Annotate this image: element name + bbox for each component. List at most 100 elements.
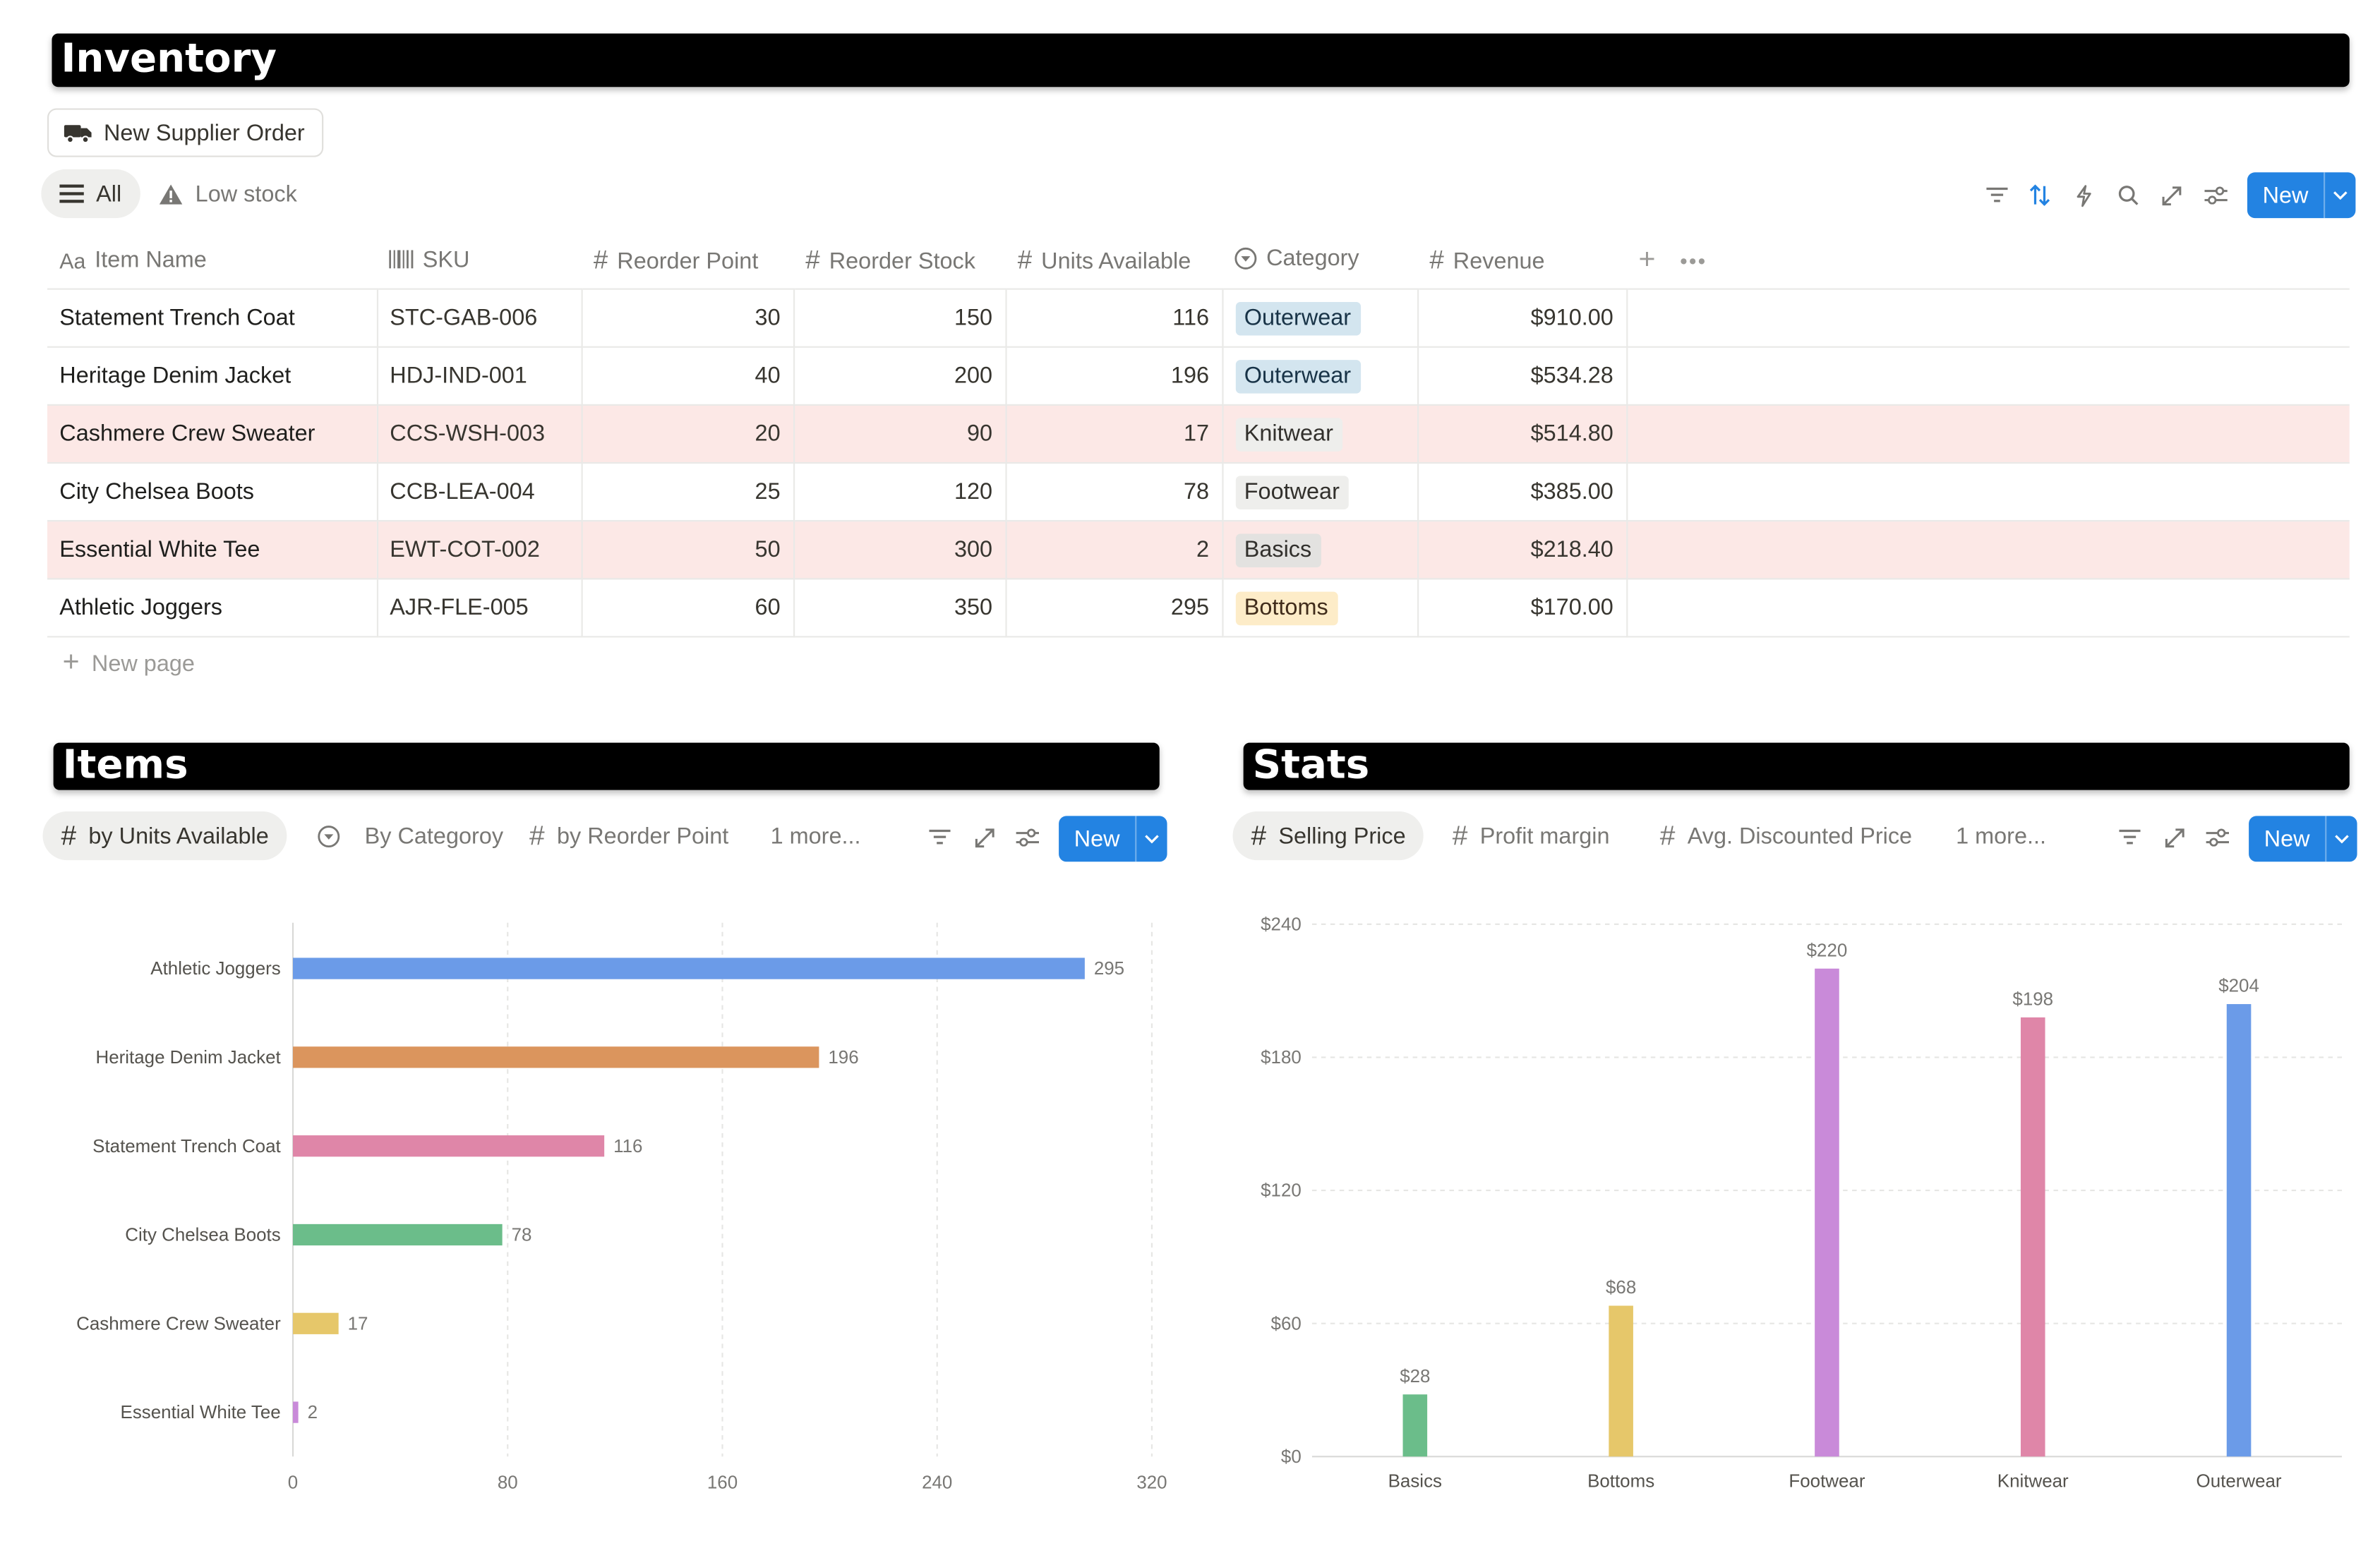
cell-units-available[interactable]: 78 [1005, 463, 1223, 522]
bar[interactable] [1815, 968, 1839, 1457]
table-row[interactable]: Athletic Joggers AJR-FLE-005 60 350 295 Botto… [47, 579, 2350, 638]
table-row[interactable]: Heritage Denim Jacket HDJ-IND-001 40 200 196… [47, 346, 2350, 406]
cell-reorder-stock[interactable]: 300 [793, 521, 1006, 580]
bar[interactable] [293, 1046, 819, 1068]
cell-revenue[interactable]: $534.28 [1417, 346, 1628, 406]
inventory-new-button[interactable]: New [2247, 172, 2356, 219]
table-row[interactable]: Cashmere Crew Sweater CCS-WSH-003 20 90 17 Kn… [47, 404, 2350, 464]
cell-units-available[interactable]: 2 [1005, 521, 1223, 580]
cell-units-available[interactable]: 17 [1005, 404, 1223, 464]
cell-reorder-point[interactable]: 50 [581, 521, 795, 580]
items-more-views[interactable]: 1 more... [771, 811, 861, 860]
cell-reorder-stock[interactable]: 350 [793, 579, 1006, 638]
filter-icon[interactable] [926, 823, 954, 851]
column-header-reorder-stock[interactable]: # Reorder Stock [793, 233, 1006, 290]
chevron-down-icon[interactable] [2324, 172, 2355, 219]
more-icon[interactable]: ••• [1680, 248, 1707, 273]
column-header-reorder-point[interactable]: # Reorder Point [581, 233, 794, 290]
stats-tab-selling-price[interactable]: # Selling Price [1232, 811, 1424, 861]
bar[interactable] [293, 1223, 503, 1246]
cell-reorder-stock[interactable]: 200 [793, 346, 1006, 406]
filter-icon[interactable] [2116, 823, 2144, 851]
column-header-revenue[interactable]: # Revenue [1417, 233, 1627, 290]
cell-reorder-point[interactable]: 60 [581, 579, 795, 638]
cell-reorder-stock[interactable]: 90 [793, 404, 1006, 464]
cell-revenue[interactable]: $910.00 [1417, 289, 1628, 348]
cell-revenue[interactable]: $170.00 [1417, 579, 1628, 638]
stats-new-button[interactable]: New [2249, 816, 2357, 862]
cell-revenue[interactable]: $385.00 [1417, 463, 1628, 522]
cell-reorder-point[interactable]: 30 [581, 289, 795, 348]
cell-category[interactable]: Bottoms [1222, 579, 1419, 638]
cell-reorder-point[interactable]: 20 [581, 404, 795, 464]
filter-icon[interactable] [1983, 181, 2011, 209]
cell-units-available[interactable]: 295 [1005, 579, 1223, 638]
cell-category[interactable]: Footwear [1222, 463, 1419, 522]
cell-item-name[interactable]: Cashmere Crew Sweater [47, 404, 378, 464]
add-column-icon[interactable]: + [1638, 243, 1656, 277]
bar[interactable] [293, 1135, 605, 1157]
view-tab-low-stock[interactable]: Low stock [159, 169, 297, 218]
column-header-units-available[interactable]: # Units Available [1005, 233, 1222, 290]
cell-units-available[interactable]: 196 [1005, 346, 1223, 406]
sort-icon[interactable] [2026, 181, 2054, 209]
column-header-sku[interactable]: SKU [376, 233, 582, 290]
category-label: Knitwear [1997, 1472, 2069, 1492]
bar[interactable] [293, 1401, 299, 1423]
items-tab-reorder-point[interactable]: # by Reorder Point [529, 811, 728, 860]
bar[interactable] [2020, 1017, 2045, 1457]
cell-item-name[interactable]: City Chelsea Boots [47, 463, 378, 522]
expand-icon[interactable] [2160, 823, 2188, 851]
view-tab-all[interactable]: All [41, 169, 140, 219]
settings-icon[interactable] [2203, 823, 2230, 851]
stats-more-views[interactable]: 1 more... [1956, 811, 2046, 860]
cell-sku[interactable]: HDJ-IND-001 [376, 346, 582, 406]
cell-category[interactable]: Outerwear [1222, 289, 1419, 348]
settings-icon[interactable] [2201, 181, 2229, 209]
column-header-item-name[interactable]: Aa Item Name [47, 233, 377, 290]
automation-icon[interactable] [2070, 181, 2098, 209]
cell-item-name[interactable]: Statement Trench Coat [47, 289, 378, 348]
new-supplier-order-button[interactable]: New Supplier Order [47, 108, 324, 157]
table-row[interactable]: City Chelsea Boots CCB-LEA-004 25 120 78 Foot… [47, 463, 2350, 522]
table-row[interactable]: Statement Trench Coat STC-GAB-006 30 150 116… [47, 289, 2350, 348]
cell-item-name[interactable]: Athletic Joggers [47, 579, 378, 638]
cell-item-name[interactable]: Essential White Tee [47, 521, 378, 580]
cell-reorder-stock[interactable]: 150 [793, 289, 1006, 348]
bar[interactable] [293, 957, 1085, 979]
cell-sku[interactable]: CCB-LEA-004 [376, 463, 582, 522]
expand-icon[interactable] [970, 823, 998, 851]
cell-reorder-point[interactable]: 40 [581, 346, 795, 406]
chevron-down-icon[interactable] [2325, 816, 2357, 862]
cell-revenue[interactable]: $514.80 [1417, 404, 1628, 464]
cell-item-name[interactable]: Heritage Denim Jacket [47, 346, 378, 406]
bar[interactable] [2226, 1004, 2252, 1457]
cell-sku[interactable]: EWT-COT-002 [376, 521, 582, 580]
cell-category[interactable]: Outerwear [1222, 346, 1419, 406]
cell-sku[interactable]: CCS-WSH-003 [376, 404, 582, 464]
table-row[interactable]: Essential White Tee EWT-COT-002 50 300 2 Basi… [47, 521, 2350, 580]
stats-tab-avg-discounted-price[interactable]: # Avg. Discounted Price [1660, 811, 1912, 860]
items-new-button[interactable]: New [1059, 816, 1167, 862]
bar[interactable] [293, 1312, 339, 1334]
number-icon: # [529, 819, 545, 851]
cell-category[interactable]: Basics [1222, 521, 1419, 580]
settings-icon[interactable] [1013, 823, 1040, 851]
expand-icon[interactable] [2157, 181, 2184, 209]
stats-tab-profit-margin[interactable]: # Profit margin [1453, 811, 1610, 860]
chevron-down-icon[interactable] [1135, 816, 1167, 862]
cell-sku[interactable]: AJR-FLE-005 [376, 579, 582, 638]
bar[interactable] [1609, 1305, 1633, 1457]
items-tab-units-available[interactable]: # by Units Available [42, 811, 287, 861]
new-page-button[interactable]: + New page [63, 646, 195, 678]
search-icon[interactable] [2115, 181, 2142, 209]
cell-sku[interactable]: STC-GAB-006 [376, 289, 582, 348]
cell-revenue[interactable]: $218.40 [1417, 521, 1628, 580]
cell-units-available[interactable]: 116 [1005, 289, 1223, 348]
cell-category[interactable]: Knitwear [1222, 404, 1419, 464]
column-header-category[interactable]: Category [1222, 233, 1418, 290]
cell-reorder-point[interactable]: 25 [581, 463, 795, 522]
cell-reorder-stock[interactable]: 120 [793, 463, 1006, 522]
items-tab-category[interactable]: By Categoroy [318, 811, 503, 860]
bar[interactable] [1402, 1394, 1428, 1457]
